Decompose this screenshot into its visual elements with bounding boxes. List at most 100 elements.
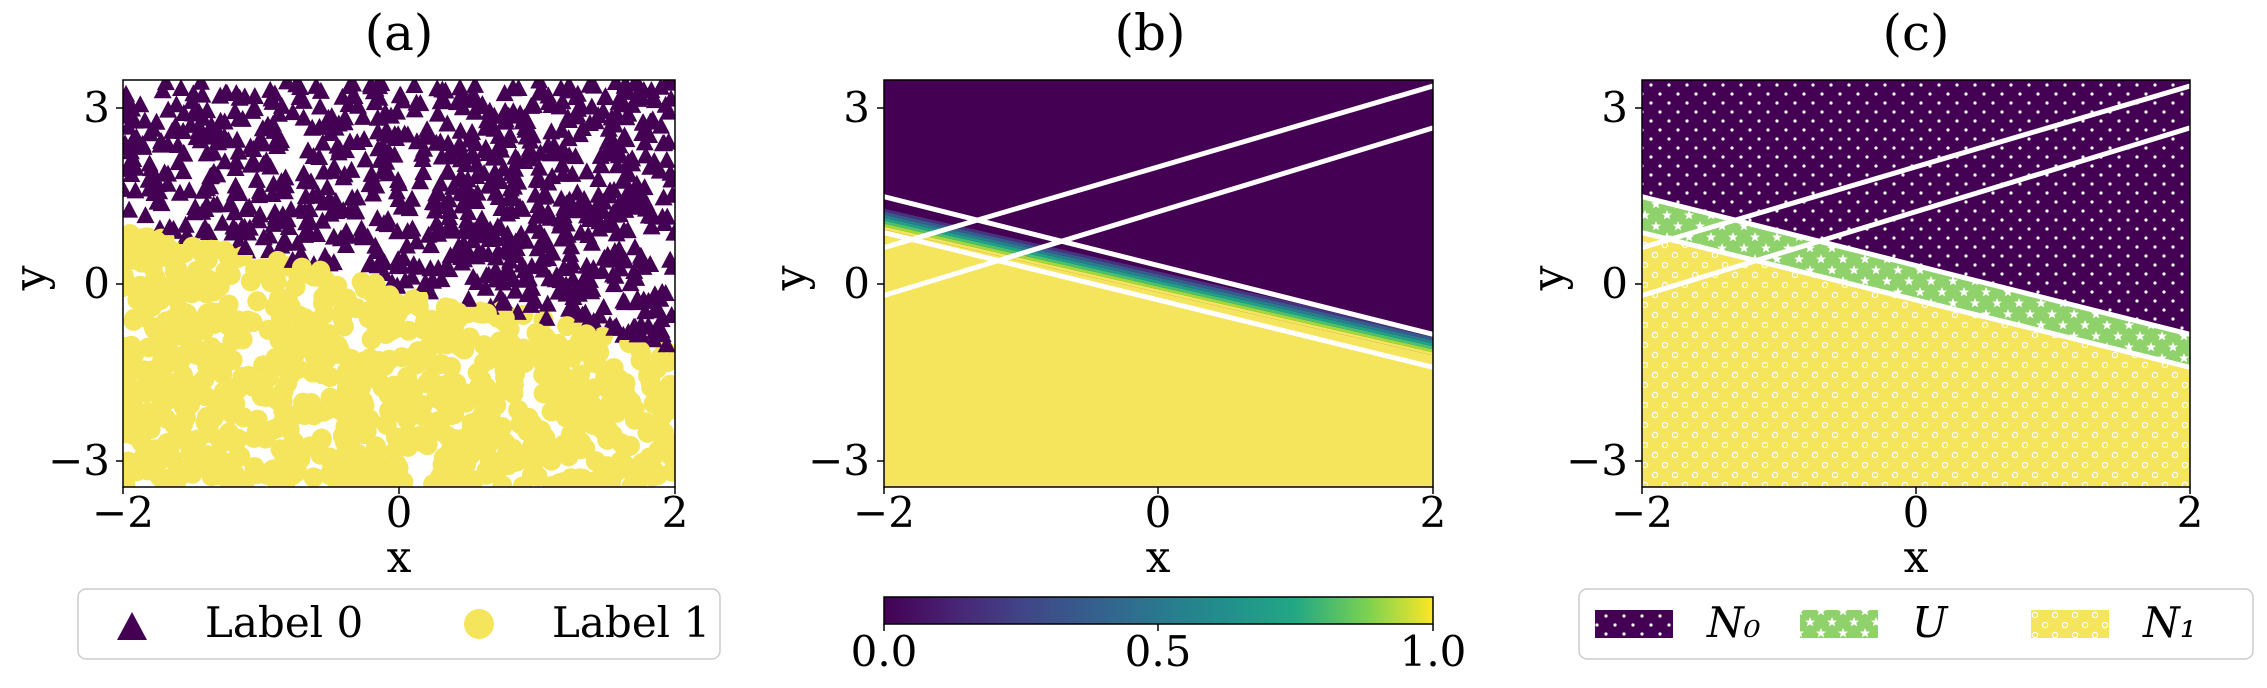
label-0-point	[477, 266, 496, 284]
legend-triangle-marker	[117, 612, 147, 640]
panel-b-ytick-label: 3	[843, 83, 870, 132]
label-0-point	[529, 83, 548, 101]
label-0-point	[451, 121, 470, 139]
label-1-point	[495, 367, 516, 388]
label-0-point	[531, 235, 550, 253]
label-0-point	[321, 204, 340, 222]
label-1-point	[508, 399, 529, 420]
panel-c-ytick-label: 3	[1601, 83, 1628, 132]
label-0-point	[341, 200, 360, 218]
label-0-point	[296, 201, 315, 219]
label-0-point	[451, 80, 470, 96]
label-1-point	[279, 419, 300, 440]
label-0-point	[303, 186, 322, 204]
label-0-point	[562, 237, 581, 255]
label-0-point	[665, 223, 675, 241]
label-0-point	[634, 290, 653, 308]
label-0-point	[635, 133, 654, 151]
label-0-point	[236, 238, 255, 256]
label-0-point	[571, 223, 590, 241]
label-0-point	[148, 192, 167, 210]
label-0-point	[486, 248, 505, 266]
label-1-point	[475, 432, 496, 453]
legend-label-n0: N₀	[1706, 598, 1761, 647]
label-0-point	[590, 212, 609, 230]
label-1-point	[285, 324, 306, 345]
label-0-point	[367, 176, 386, 194]
label-0-point	[495, 84, 514, 102]
panel-c-ticks: −2 0 2 3 0 −3	[1566, 83, 2203, 537]
label-0-point	[542, 122, 561, 140]
label-0-point	[324, 253, 343, 271]
label-0-point	[254, 154, 273, 172]
label-0-point	[618, 221, 637, 239]
label-0-point	[365, 93, 384, 111]
label-1-point	[277, 288, 298, 309]
label-0-point	[588, 195, 607, 213]
label-0-point	[645, 91, 664, 109]
label-1-point	[419, 335, 440, 356]
label-0-point	[656, 95, 675, 113]
panel-b-xtick-label: −2	[853, 488, 915, 537]
label-0-point	[582, 233, 601, 251]
label-0-point	[328, 136, 347, 154]
panel-c-legend: N₀ U N₁	[1578, 588, 2254, 660]
label-0-point	[459, 203, 478, 221]
label-1-point	[255, 386, 276, 407]
label-1-point	[494, 308, 515, 329]
label-0-point	[283, 103, 302, 121]
label-0-point	[604, 265, 623, 283]
label-0-point	[345, 86, 364, 104]
label-0-point	[136, 206, 155, 224]
label-0-point	[375, 124, 394, 142]
label-0-point	[211, 86, 230, 104]
label-1-point	[311, 336, 332, 357]
panel-a: (a) −2 0 2 3 0 −3 x y Label 0 Label 1	[5, 4, 721, 660]
label-0-point	[194, 181, 213, 199]
label-0-point	[522, 96, 541, 114]
label-0-point	[454, 234, 473, 252]
label-0-point	[616, 251, 635, 269]
label-0-point	[438, 114, 457, 132]
boundary-line	[1642, 230, 2190, 370]
label-0-point	[657, 335, 675, 353]
label-0-point	[245, 99, 264, 117]
label-1-point	[123, 310, 144, 331]
label-0-point	[326, 191, 345, 209]
label-1-point	[514, 352, 535, 373]
label-0-point	[333, 87, 352, 105]
label-0-point	[343, 80, 362, 92]
panel-b-xtick-label: 0	[1145, 488, 1172, 537]
label-0-point	[213, 213, 232, 231]
label-0-point	[253, 134, 272, 152]
heatmap-band-strip	[884, 211, 1433, 341]
label-0-point	[467, 247, 486, 265]
label-0-point	[215, 152, 234, 170]
label-1-point	[182, 463, 203, 484]
label-0-point	[608, 156, 627, 174]
boundary-line	[1642, 125, 2190, 298]
label-1-point	[301, 403, 322, 424]
label-0-point	[307, 80, 326, 94]
label-0-point	[615, 80, 634, 94]
label-0-point	[522, 295, 541, 313]
label-1-point	[621, 392, 642, 413]
label-0-point	[563, 164, 582, 182]
panel-b-ytick-label: −3	[808, 436, 870, 485]
label-1-point	[127, 289, 148, 310]
label-1-point	[164, 261, 185, 282]
label-1-point	[313, 286, 334, 307]
panel-a-ytick-label: 0	[83, 259, 110, 308]
legend-label-1: Label 1	[552, 598, 710, 647]
label-0-point	[442, 140, 461, 158]
label-1-point	[476, 377, 497, 398]
label-0-point	[501, 264, 520, 282]
label-0-point	[573, 305, 592, 323]
label-1-point	[379, 456, 400, 477]
panel-a-xtick-label: −2	[92, 488, 154, 537]
label-1-point	[559, 432, 580, 453]
label-0-point	[421, 236, 440, 254]
label-0-point	[338, 226, 357, 244]
label-1-point	[502, 339, 523, 360]
label-0-point	[411, 172, 430, 190]
